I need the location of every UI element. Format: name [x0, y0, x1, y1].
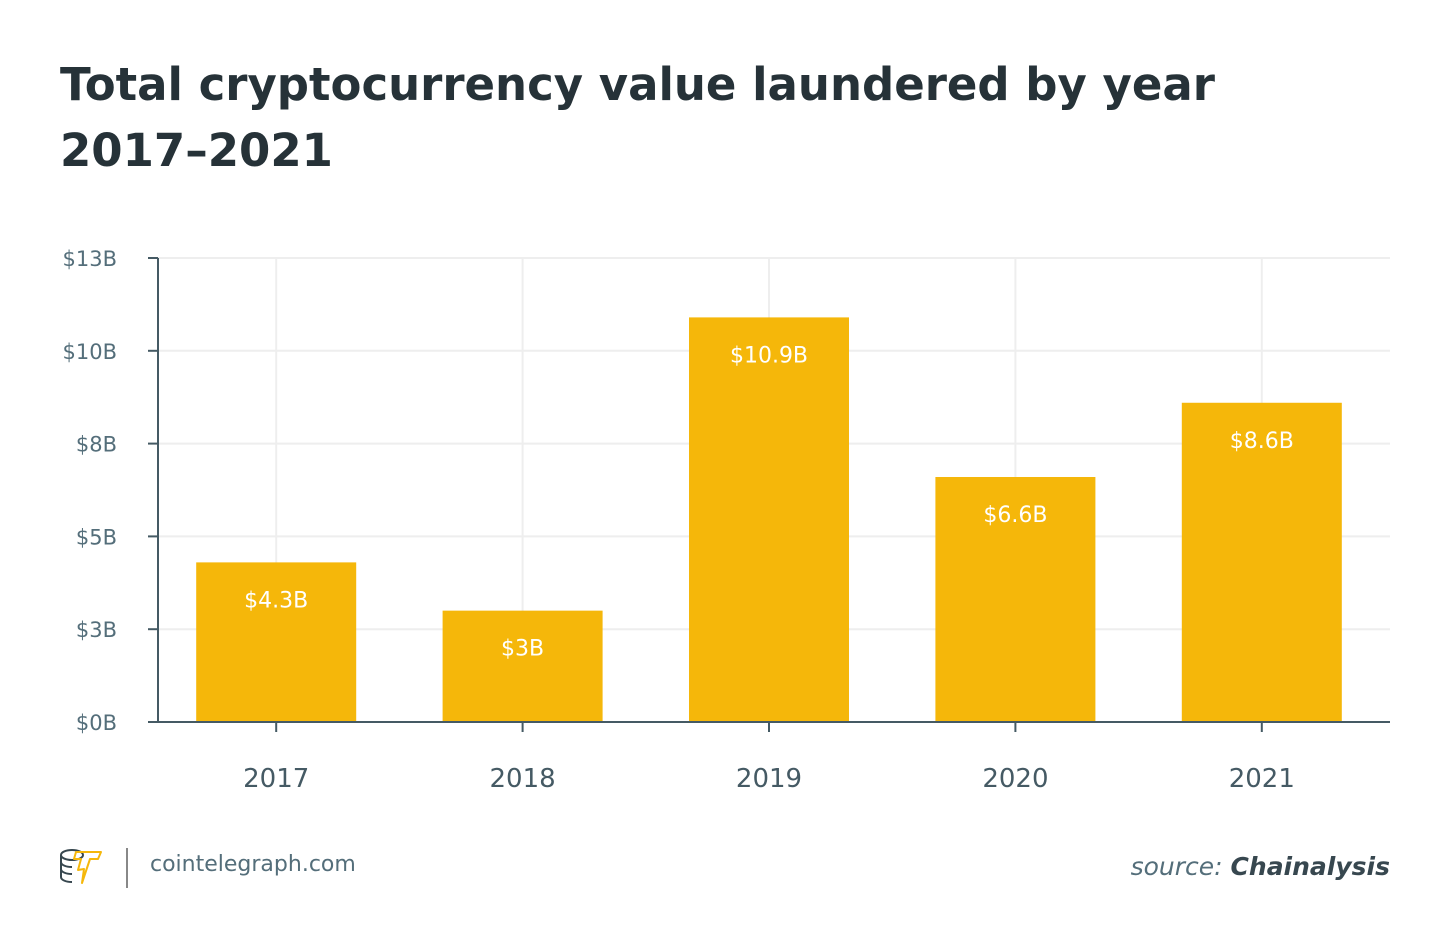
- site-name: cointelegraph.com: [150, 852, 356, 877]
- data-label: $8.6B: [1230, 429, 1294, 454]
- footer-divider: [126, 848, 128, 888]
- y-tick-label: $8B: [76, 433, 117, 457]
- bar-2020: [935, 477, 1096, 722]
- data-label: $6.6B: [983, 503, 1047, 528]
- bar-2018: [442, 610, 603, 722]
- x-tick-label: 2021: [1229, 764, 1295, 794]
- chart-title: Total cryptocurrency value laundered by …: [60, 52, 1260, 184]
- y-tick-label: $0B: [76, 711, 117, 735]
- data-label: $4.3B: [244, 588, 308, 613]
- x-tick-label: 2018: [490, 764, 556, 794]
- title-line-1: Total cryptocurrency value laundered by …: [60, 58, 1215, 111]
- cointelegraph-logo-icon: [60, 849, 102, 884]
- y-tick-label: $5B: [76, 525, 117, 549]
- source-name: Chainalysis: [1230, 852, 1390, 881]
- bar-2017: [196, 562, 357, 722]
- bar-2021: [1181, 402, 1342, 722]
- y-tick-label: $13B: [63, 247, 118, 271]
- data-label: $10.9B: [730, 343, 808, 368]
- data-label: $3B: [501, 637, 544, 662]
- x-tick-label: 2019: [736, 764, 802, 794]
- source-credit: source: Chainalysis: [1131, 852, 1390, 881]
- x-tick-label: 2017: [243, 764, 309, 794]
- y-tick-label: $3B: [76, 618, 117, 642]
- bar-2019: [689, 317, 849, 722]
- y-tick-label: $10B: [63, 340, 118, 364]
- title-line-2: 2017–2021: [60, 124, 333, 177]
- source-prefix: source:: [1130, 852, 1223, 881]
- x-tick-label: 2020: [982, 764, 1048, 794]
